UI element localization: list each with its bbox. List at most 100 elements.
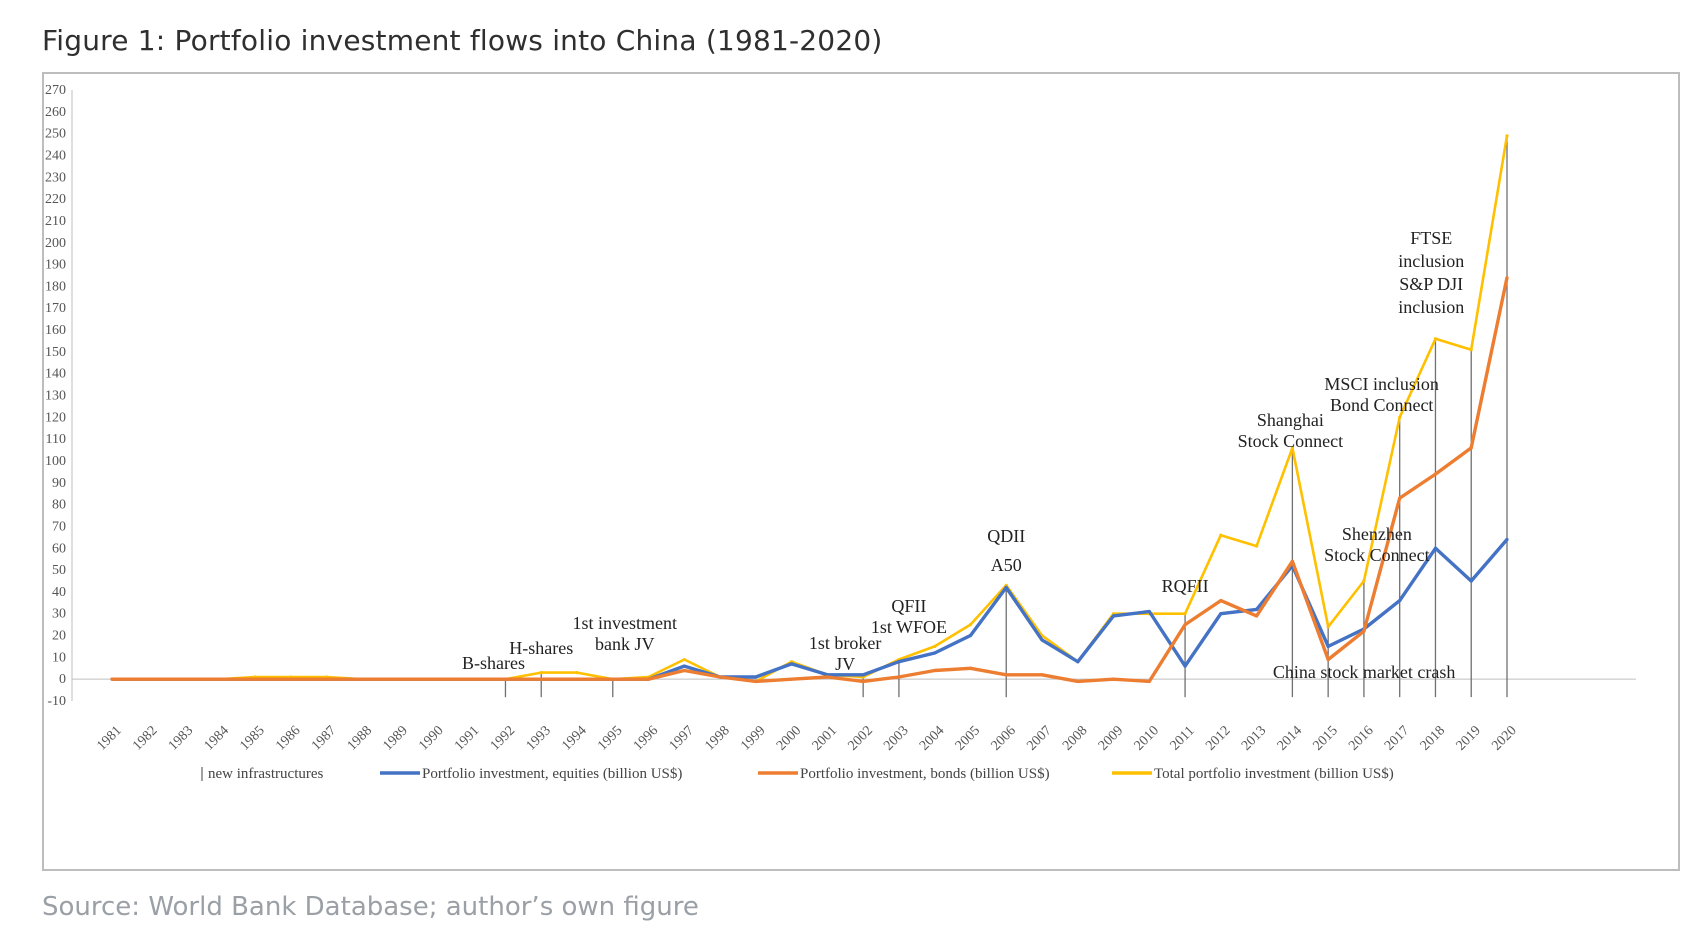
x-tick-label: 1992 [488, 723, 518, 753]
data-point[interactable] [1398, 599, 1402, 603]
data-point[interactable] [1219, 599, 1223, 603]
series-line[interactable] [112, 277, 1509, 684]
data-point[interactable] [1040, 638, 1044, 642]
data-point[interactable] [1004, 585, 1008, 590]
data-point[interactable] [575, 671, 579, 675]
y-tick-label: 20 [52, 629, 66, 644]
data-point[interactable] [933, 644, 937, 649]
data-point[interactable] [825, 675, 829, 679]
annotation-label: QFII [891, 596, 926, 616]
chart-legend[interactable]: new infrastructures Portfolio investment,… [201, 766, 1394, 782]
data-point[interactable] [861, 673, 865, 677]
data-point[interactable] [1398, 496, 1402, 500]
data-point[interactable] [754, 675, 758, 679]
data-point[interactable] [1111, 677, 1116, 681]
data-point[interactable] [861, 679, 865, 683]
data-point[interactable] [1076, 679, 1080, 683]
data-point[interactable] [1290, 559, 1294, 563]
data-point[interactable] [1147, 609, 1151, 614]
data-point[interactable] [1433, 472, 1438, 476]
data-point[interactable] [181, 677, 186, 681]
data-point[interactable] [1255, 614, 1259, 618]
data-point[interactable] [1147, 679, 1151, 683]
data-point[interactable] [1505, 537, 1509, 542]
annotation-label: Stock Connect [1324, 545, 1430, 565]
data-point[interactable] [575, 677, 579, 681]
data-point[interactable] [217, 677, 221, 681]
data-point[interactable] [146, 677, 150, 681]
data-point[interactable] [682, 668, 686, 673]
data-point[interactable] [1076, 660, 1080, 664]
data-point[interactable] [682, 657, 686, 662]
x-tick-label: 2003 [881, 723, 911, 753]
data-point[interactable] [933, 651, 937, 655]
legend-label[interactable]: Total portfolio investment (billion US$) [1154, 766, 1394, 782]
data-point[interactable] [539, 677, 543, 681]
data-point[interactable] [1326, 625, 1330, 629]
y-tick-label: 80 [52, 498, 66, 513]
data-point[interactable] [1255, 544, 1259, 548]
data-point[interactable] [396, 677, 400, 681]
annotation-label: bank JV [595, 634, 655, 654]
data-point[interactable] [110, 677, 114, 681]
data-point[interactable] [718, 675, 722, 679]
series-line[interactable] [112, 135, 1509, 683]
data-point[interactable] [1219, 612, 1223, 616]
data-point[interactable] [1433, 546, 1438, 550]
data-point[interactable] [933, 668, 937, 673]
y-tick-label: 100 [45, 454, 66, 469]
data-point[interactable] [1290, 446, 1294, 450]
data-point[interactable] [897, 675, 901, 679]
data-point[interactable] [1111, 614, 1116, 618]
data-point[interactable] [1469, 348, 1473, 352]
annotation-label: Bond Connect [1330, 395, 1434, 415]
data-point[interactable] [1398, 415, 1402, 419]
data-point[interactable] [1469, 446, 1473, 450]
legend-label[interactable]: Portfolio investment, equities (billion … [422, 766, 682, 782]
annotation-label: S&P DJI [1399, 274, 1463, 294]
legend-label[interactable]: Portfolio investment, bonds (billion US$… [800, 766, 1050, 782]
data-point[interactable] [325, 677, 329, 681]
data-point[interactable] [754, 679, 758, 683]
x-tick-label: 1987 [309, 723, 339, 753]
data-point[interactable] [1326, 644, 1330, 649]
data-point[interactable] [1326, 657, 1330, 662]
x-tick-label: 1984 [202, 723, 232, 753]
data-point[interactable] [253, 677, 257, 681]
x-tick-label: 1993 [524, 723, 554, 753]
y-tick-label: 50 [52, 563, 66, 578]
data-point[interactable] [1004, 673, 1008, 677]
series-line[interactable] [112, 538, 1509, 681]
data-point[interactable] [968, 666, 973, 670]
data-point[interactable] [360, 677, 364, 681]
data-point[interactable] [682, 664, 686, 668]
data-point[interactable] [1255, 607, 1259, 611]
data-point[interactable] [1505, 134, 1509, 138]
data-point[interactable] [968, 623, 973, 627]
data-point[interactable] [790, 677, 794, 681]
data-point[interactable] [968, 633, 973, 638]
data-point[interactable] [289, 677, 293, 681]
x-tick-label: 2007 [1024, 723, 1054, 753]
data-point[interactable] [539, 671, 543, 675]
data-point[interactable] [1505, 276, 1509, 280]
data-point[interactable] [1219, 533, 1223, 537]
data-point[interactable] [1183, 612, 1187, 616]
x-tick-label: 1997 [667, 723, 697, 753]
data-point[interactable] [1183, 623, 1187, 627]
data-point[interactable] [1362, 629, 1366, 633]
data-point[interactable] [1183, 664, 1187, 668]
data-point[interactable] [1362, 579, 1366, 583]
data-point[interactable] [1040, 673, 1044, 677]
annotation-label: China stock market crash [1273, 662, 1455, 682]
data-point[interactable] [897, 660, 901, 664]
data-point[interactable] [790, 662, 794, 666]
data-point[interactable] [503, 677, 508, 681]
data-point[interactable] [1433, 337, 1438, 341]
data-point[interactable] [468, 677, 472, 681]
data-point[interactable] [611, 677, 615, 681]
legend-label[interactable]: new infrastructures [208, 766, 324, 782]
data-point[interactable] [1469, 579, 1473, 583]
data-point[interactable] [432, 677, 436, 681]
data-point[interactable] [646, 677, 651, 681]
